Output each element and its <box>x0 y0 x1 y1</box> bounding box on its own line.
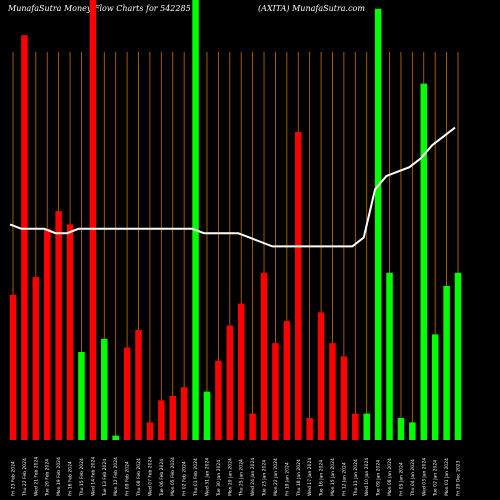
bar <box>78 352 85 440</box>
x-tick-label: Thu 04 Jan 2024 <box>410 459 416 497</box>
bar <box>123 347 131 440</box>
x-tick-label: Mon 22 Jan 2024 <box>273 458 279 496</box>
x-tick-label: Wed 10 Jan 2024 <box>364 458 370 496</box>
x-tick-label: Fri 02 Feb 2024 <box>182 461 188 496</box>
x-tick-label: Tue 20 Feb 2024 <box>45 459 51 497</box>
x-tick-label: Mon 08 Jan 2024 <box>387 458 393 496</box>
bar <box>317 312 325 440</box>
x-tick-label: Tue 13 Feb 2024 <box>102 459 108 497</box>
x-tick-label: Tue 30 Jan 2024 <box>216 460 222 497</box>
x-tick-label: Tue 09 Jan 2024 <box>376 460 382 497</box>
bar <box>66 224 74 440</box>
x-tick-label: Fri 29 Dec 2023 <box>455 460 461 496</box>
bar <box>409 422 416 440</box>
x-tick-label: Thu 18 Jan 2024 <box>296 459 302 497</box>
chart-title-left: MunafaSutra Money Flow Charts for 542285 <box>8 4 191 13</box>
bar <box>329 343 336 440</box>
bar <box>43 228 51 440</box>
x-tick-label: Tue 02 Jan 2024 <box>433 460 439 497</box>
x-tick-label: Thu 08 Feb 2024 <box>136 458 142 497</box>
bar <box>169 396 176 440</box>
x-tick-label: Mon 19 Feb 2024 <box>56 457 62 496</box>
bar <box>397 418 405 440</box>
bar <box>454 272 462 440</box>
bar <box>135 330 142 440</box>
bar <box>443 286 450 440</box>
bar <box>203 391 211 440</box>
x-tick-label: Thu 11 Jan 2024 <box>353 459 359 497</box>
bar <box>21 35 28 440</box>
chart-title-right: (AXITA) MunafaSutra.com <box>258 4 365 13</box>
bar <box>386 272 393 440</box>
x-tick-label: Thu 25 Jan 2024 <box>239 459 245 497</box>
bar <box>249 413 256 440</box>
x-tick-label: Mon 15 Jan 2024 <box>330 458 336 496</box>
bar <box>101 338 108 440</box>
x-tick-label: Fri 12 Jan 2024 <box>341 462 347 496</box>
bar <box>260 272 268 440</box>
x-tick-label: Mon 29 Jan 2024 <box>227 458 233 496</box>
trend-line <box>9 126 456 248</box>
x-tick-label: Wed 17 Jan 2024 <box>307 458 313 496</box>
x-tick-label: Mon 05 Feb 2024 <box>170 457 176 496</box>
x-tick-label: Mon 12 Feb 2024 <box>113 457 119 496</box>
x-tick-label: Wed 24 Jan 2024 <box>250 458 256 496</box>
bar <box>192 0 199 440</box>
x-tick-label: Thu 22 Feb 2024 <box>22 458 28 497</box>
bar <box>374 8 382 441</box>
x-tick-label: Thu 15 Feb 2024 <box>79 458 85 497</box>
bar <box>226 325 234 440</box>
bar <box>180 387 188 440</box>
bar <box>283 321 291 440</box>
x-tick-label: Fri 05 Jan 2024 <box>398 462 404 496</box>
bar <box>295 132 302 440</box>
bar <box>352 413 359 440</box>
x-tick-label: Mon 01 Jan 2024 <box>444 458 450 496</box>
x-tick-label: Wed 07 Feb 2024 <box>147 457 153 496</box>
bar <box>158 400 165 440</box>
bar <box>55 211 62 440</box>
bar <box>237 303 245 440</box>
x-tick-label: Thu 01 Feb 2024 <box>193 458 199 497</box>
bar <box>146 422 154 440</box>
x-tick-label: Tue 16 Jan 2024 <box>319 460 325 497</box>
x-tick-label: Fri 16 Feb 2024 <box>68 461 74 496</box>
bar <box>89 0 97 440</box>
bar <box>431 334 439 440</box>
bar <box>215 360 222 440</box>
bar <box>340 356 348 440</box>
x-tick-label: Wed 14 Feb 2024 <box>90 457 96 496</box>
x-tick-label: Tue 06 Feb 2024 <box>159 459 165 497</box>
x-tick-label: Tue 23 Jan 2024 <box>262 460 268 497</box>
x-tick-label: Wed 03 Jan 2024 <box>421 458 427 496</box>
bar <box>9 294 17 440</box>
bar <box>420 83 428 440</box>
bar <box>112 435 119 440</box>
x-tick-label: Fri 19 Jan 2024 <box>284 462 290 496</box>
bar <box>306 418 313 440</box>
x-tick-label: Fri 09 Feb 2024 <box>125 461 131 496</box>
x-tick-label: Wed 21 Feb 2024 <box>33 457 39 496</box>
x-tick-label: Wed 31 Jan 2024 <box>204 458 210 496</box>
bar <box>272 343 279 440</box>
bar <box>32 277 40 440</box>
bar <box>363 413 370 440</box>
x-tick-label: Fri 23 Feb 2024 <box>11 461 17 496</box>
